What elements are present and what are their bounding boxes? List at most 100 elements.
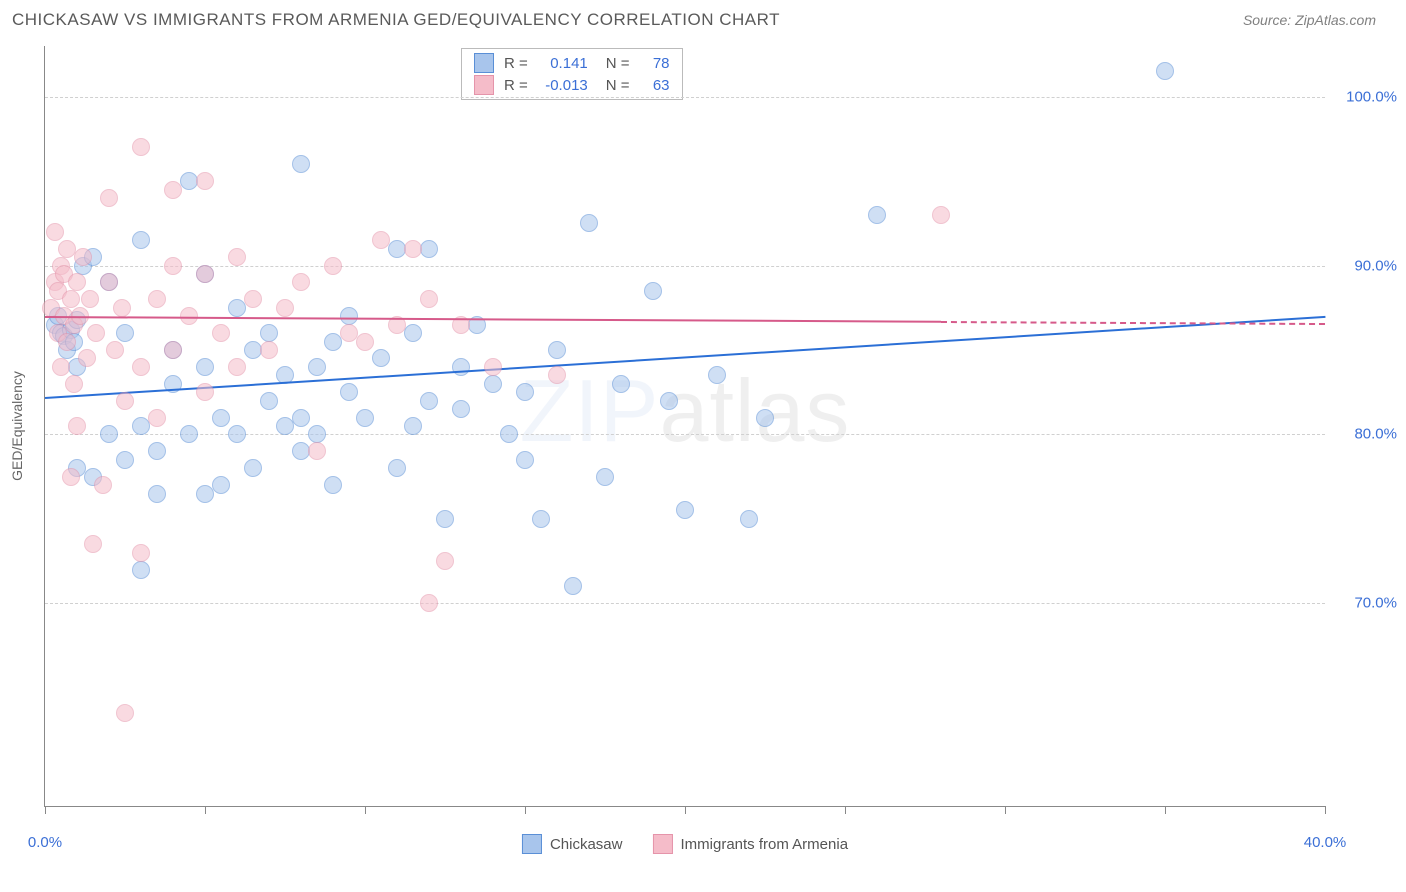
stats-n-label: N = — [606, 55, 630, 72]
y-tick-label: 80.0% — [1332, 426, 1397, 443]
data-point — [260, 341, 278, 359]
stats-r-value: 0.141 — [538, 55, 588, 72]
data-point — [260, 392, 278, 410]
data-point — [68, 273, 86, 291]
data-point — [81, 290, 99, 308]
y-tick-label: 70.0% — [1332, 595, 1397, 612]
data-point — [308, 442, 326, 460]
data-point — [164, 257, 182, 275]
data-point — [612, 375, 630, 393]
data-point — [484, 375, 502, 393]
data-point — [676, 501, 694, 519]
data-point — [244, 290, 262, 308]
data-point — [148, 290, 166, 308]
data-point — [94, 476, 112, 494]
data-point — [420, 290, 438, 308]
data-point — [62, 468, 80, 486]
data-point — [196, 265, 214, 283]
data-point — [548, 341, 566, 359]
data-point — [292, 409, 310, 427]
y-tick-label: 100.0% — [1332, 88, 1397, 105]
data-point — [100, 425, 118, 443]
y-axis-label: GED/Equivalency — [9, 371, 25, 481]
data-point — [65, 375, 83, 393]
data-point — [420, 240, 438, 258]
stats-row: R =-0.013N =63 — [462, 74, 682, 96]
data-point — [372, 231, 390, 249]
data-point — [596, 468, 614, 486]
x-tick — [1005, 806, 1006, 814]
data-point — [84, 535, 102, 553]
x-tick — [685, 806, 686, 814]
data-point — [148, 485, 166, 503]
source-attribution: Source: ZipAtlas.com — [1243, 12, 1376, 28]
data-point — [212, 409, 230, 427]
data-point — [164, 181, 182, 199]
y-tick-label: 90.0% — [1332, 257, 1397, 274]
data-point — [180, 425, 198, 443]
stats-n-value: 63 — [640, 77, 670, 94]
data-point — [132, 544, 150, 562]
data-point — [708, 366, 726, 384]
data-point — [500, 425, 518, 443]
data-point — [932, 206, 950, 224]
data-point — [868, 206, 886, 224]
data-point — [196, 172, 214, 190]
stats-r-value: -0.013 — [538, 77, 588, 94]
stats-r-label: R = — [504, 55, 528, 72]
data-point — [356, 409, 374, 427]
legend-label: Immigrants from Armenia — [680, 836, 848, 853]
stats-n-label: N = — [606, 77, 630, 94]
data-point — [116, 451, 134, 469]
stats-row: R =0.141N =78 — [462, 52, 682, 74]
data-point — [196, 383, 214, 401]
data-point — [436, 510, 454, 528]
legend-swatch — [652, 834, 672, 854]
data-point — [340, 383, 358, 401]
x-tick — [205, 806, 206, 814]
data-point — [484, 358, 502, 376]
data-point — [276, 299, 294, 317]
x-tick-label: 40.0% — [1304, 834, 1347, 851]
data-point — [644, 282, 662, 300]
data-point — [212, 476, 230, 494]
data-point — [228, 425, 246, 443]
chart-title: CHICKASAW VS IMMIGRANTS FROM ARMENIA GED… — [12, 10, 780, 30]
data-point — [244, 459, 262, 477]
data-point — [132, 138, 150, 156]
data-point — [212, 324, 230, 342]
x-tick — [1165, 806, 1166, 814]
gridline — [45, 603, 1325, 604]
data-point — [548, 366, 566, 384]
data-point — [132, 231, 150, 249]
data-point — [660, 392, 678, 410]
data-point — [116, 704, 134, 722]
series-swatch — [474, 75, 494, 95]
data-point — [756, 409, 774, 427]
x-tick — [845, 806, 846, 814]
data-point — [1156, 62, 1174, 80]
data-point — [164, 341, 182, 359]
x-tick — [365, 806, 366, 814]
data-point — [87, 324, 105, 342]
data-point — [100, 273, 118, 291]
trend-line — [45, 316, 941, 323]
legend: ChickasawImmigrants from Armenia — [522, 834, 848, 854]
data-point — [100, 189, 118, 207]
data-point — [532, 510, 550, 528]
data-point — [372, 349, 390, 367]
chart-plot-area: GED/Equivalency ZIPatlas R =0.141N =78R … — [44, 46, 1325, 807]
data-point — [740, 510, 758, 528]
data-point — [148, 409, 166, 427]
x-tick — [1325, 806, 1326, 814]
data-point — [228, 358, 246, 376]
data-point — [132, 358, 150, 376]
data-point — [292, 155, 310, 173]
correlation-stats-box: R =0.141N =78R =-0.013N =63 — [461, 48, 683, 100]
data-point — [580, 214, 598, 232]
data-point — [516, 451, 534, 469]
data-point — [292, 273, 310, 291]
data-point — [148, 442, 166, 460]
data-point — [404, 417, 422, 435]
data-point — [228, 248, 246, 266]
